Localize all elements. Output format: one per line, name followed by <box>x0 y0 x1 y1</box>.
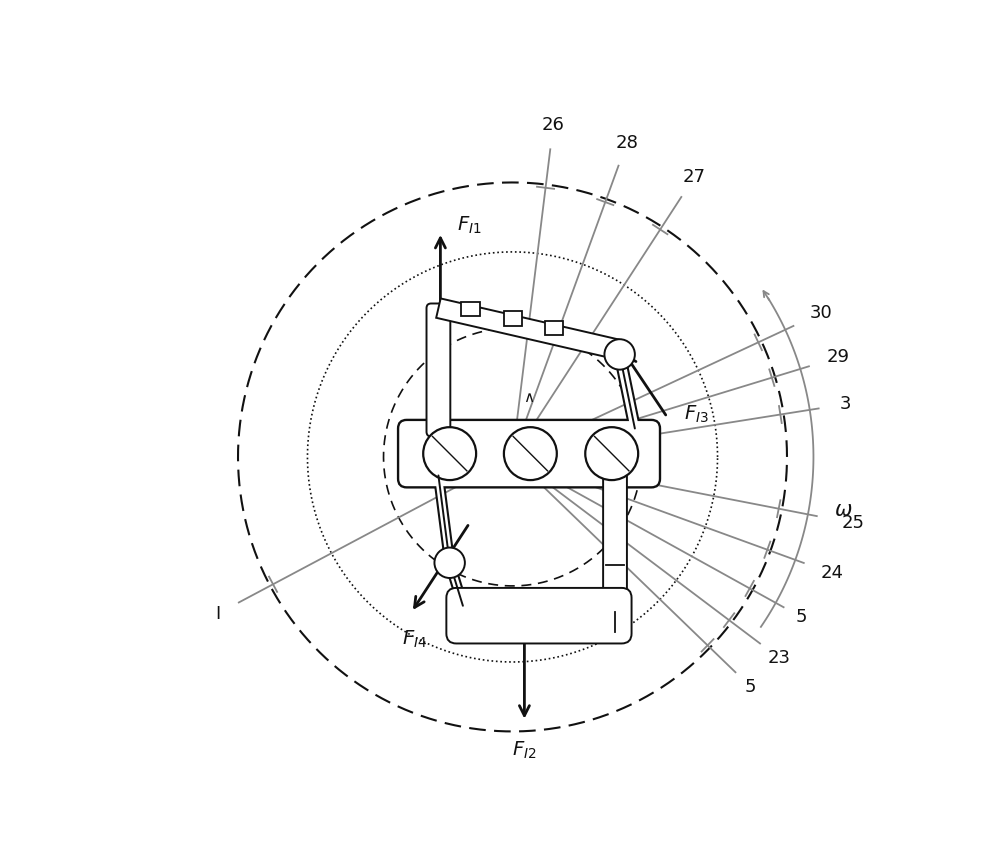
Text: $F_{I2}$: $F_{I2}$ <box>512 740 537 761</box>
Text: 5: 5 <box>745 678 756 696</box>
Circle shape <box>604 339 635 369</box>
Text: 24: 24 <box>821 564 844 582</box>
Text: 30: 30 <box>810 304 833 322</box>
Text: 29: 29 <box>827 349 850 366</box>
Text: $\wedge$: $\wedge$ <box>523 390 535 405</box>
Text: $\omega$: $\omega$ <box>834 500 852 520</box>
Polygon shape <box>436 298 619 359</box>
Text: 28: 28 <box>615 134 638 152</box>
Text: 5: 5 <box>796 608 807 626</box>
Bar <box>461 302 480 316</box>
Text: $F_{I1}$: $F_{I1}$ <box>457 215 482 236</box>
Text: 26: 26 <box>542 117 565 134</box>
FancyBboxPatch shape <box>398 420 660 487</box>
Text: $F_{I4}$: $F_{I4}$ <box>402 629 427 650</box>
Text: 23: 23 <box>768 649 791 667</box>
Text: 27: 27 <box>683 168 706 186</box>
Circle shape <box>434 547 465 578</box>
Circle shape <box>585 427 638 480</box>
Circle shape <box>423 427 476 480</box>
FancyBboxPatch shape <box>427 303 450 436</box>
FancyBboxPatch shape <box>446 588 632 643</box>
Bar <box>504 312 522 326</box>
Text: $F_{I3}$: $F_{I3}$ <box>684 404 709 424</box>
Text: 3: 3 <box>840 395 851 413</box>
Circle shape <box>504 427 557 480</box>
Bar <box>545 321 563 336</box>
FancyBboxPatch shape <box>603 471 627 620</box>
Text: I: I <box>215 605 220 623</box>
Text: 25: 25 <box>842 515 865 533</box>
